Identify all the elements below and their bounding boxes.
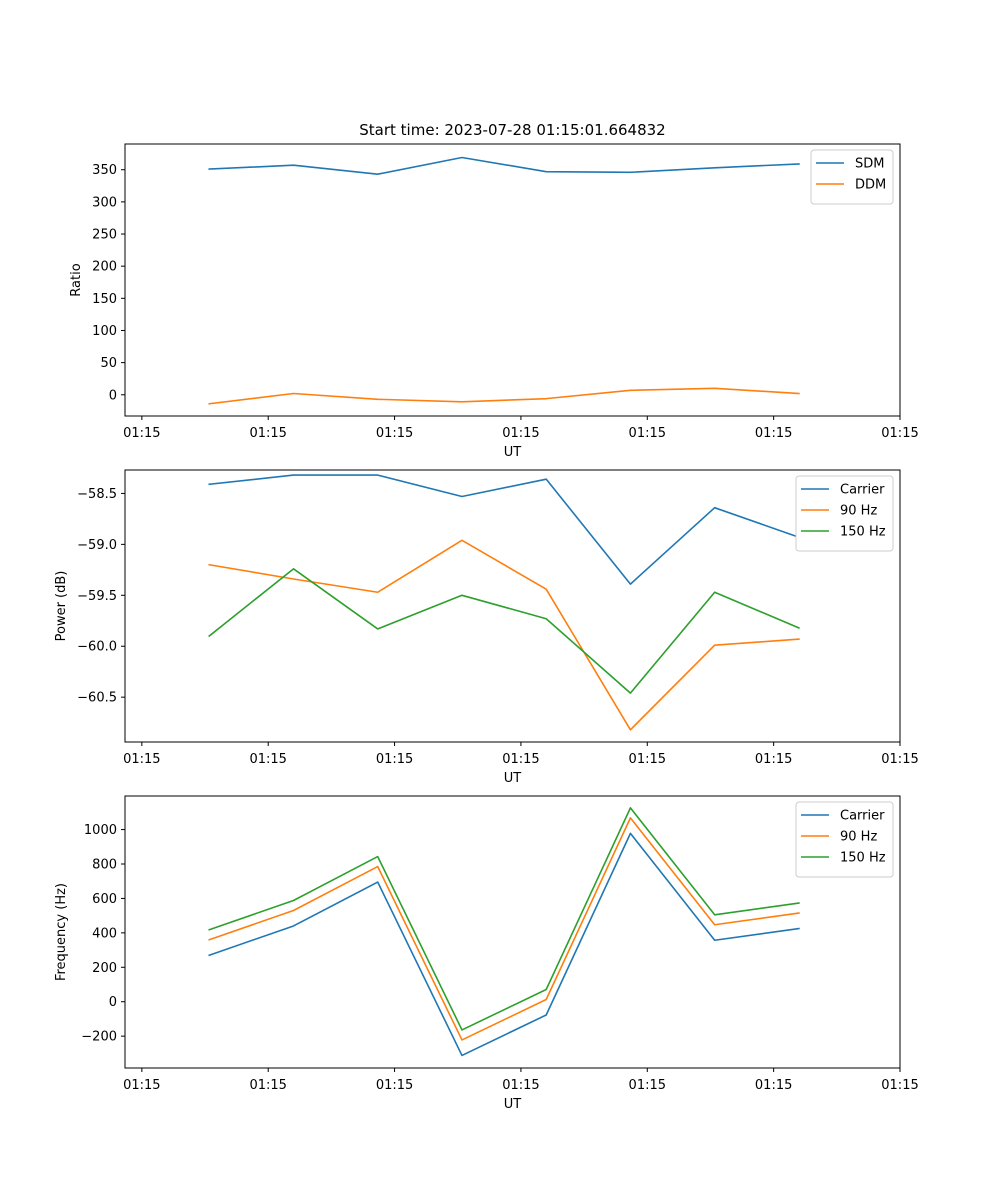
- chart-panel-1: 01:15 01:15 01:15 01:15 01:15 01:15 01:15 0 50 10…: [69, 143, 919, 460]
- y-tick-label: −58.5: [77, 487, 117, 502]
- y-tick-label: 600: [92, 892, 117, 907]
- axes-frame: [124, 469, 901, 743]
- series-line-90-hz: [208, 539, 800, 731]
- x-tick-label: 01:15: [629, 1078, 666, 1093]
- y-tick-label: 350: [92, 163, 117, 178]
- legend-label: 150 Hz: [840, 851, 886, 866]
- y-tick-label: 50: [100, 356, 117, 371]
- y-tick-label: 250: [92, 228, 117, 243]
- y-tick-label: 100: [92, 324, 117, 339]
- y-axis-label: Frequency (Hz): [54, 883, 69, 981]
- y-axis-label: Power (dB): [54, 571, 69, 642]
- series-line-90-hz: [208, 817, 800, 1041]
- axes-frame: [124, 795, 901, 1069]
- y-tick-label: 800: [92, 858, 117, 873]
- x-tick-label: 01:15: [249, 752, 286, 767]
- x-tick-label: 01:15: [123, 1078, 160, 1093]
- series-line-carrier: [208, 474, 800, 585]
- x-tick-label: 01:15: [502, 1078, 539, 1093]
- x-tick-label: 01:15: [502, 426, 539, 441]
- y-tick-label: 400: [92, 926, 117, 941]
- y-tick-label: 0: [109, 995, 117, 1010]
- x-tick-label: 01:15: [123, 752, 160, 767]
- x-tick-label: 01:15: [755, 426, 792, 441]
- axes-frame: [124, 143, 901, 417]
- legend-label: 90 Hz: [840, 504, 877, 519]
- series-line-150-hz: [208, 568, 800, 694]
- x-tick-label: 01:15: [755, 1078, 792, 1093]
- series-line-ddm: [208, 387, 800, 405]
- x-tick-label: 01:15: [881, 1078, 918, 1093]
- x-tick-label: 01:15: [881, 752, 918, 767]
- y-tick-label: −59.0: [77, 538, 117, 553]
- legend: [795, 475, 894, 552]
- y-tick-label: 0: [109, 388, 117, 403]
- y-tick-label: 300: [92, 195, 117, 210]
- x-axis-label: UT: [504, 1097, 522, 1112]
- y-tick-label: −60.5: [77, 691, 117, 706]
- y-tick-label: 200: [92, 260, 117, 275]
- chart-panel-2: 01:15 01:15 01:15 01:15 01:15 01:15 01:15 −60.5…: [54, 469, 919, 786]
- x-tick-label: 01:15: [123, 426, 160, 441]
- legend: [795, 801, 894, 878]
- x-tick-label: 01:15: [629, 426, 666, 441]
- x-tick-label: 01:15: [376, 1078, 413, 1093]
- y-tick-label: −200: [81, 1030, 117, 1045]
- legend-label: 150 Hz: [840, 525, 886, 540]
- chart-title: Start time: 2023-07-28 01:15:01.664832: [359, 121, 665, 139]
- y-tick-label: 1000: [84, 823, 117, 838]
- x-axis-label: UT: [504, 771, 522, 786]
- panels: 01:15 01:15 01:15 01:15 01:15 01:15 01:15 0 50 10…: [54, 143, 919, 1112]
- y-tick-label: −59.5: [77, 589, 117, 604]
- y-tick-label: 150: [92, 292, 117, 307]
- x-tick-label: 01:15: [376, 426, 413, 441]
- x-tick-label: 01:15: [249, 426, 286, 441]
- x-tick-label: 01:15: [502, 752, 539, 767]
- x-tick-label: 01:15: [629, 752, 666, 767]
- legend-label: 90 Hz: [840, 830, 877, 845]
- x-tick-label: 01:15: [755, 752, 792, 767]
- legend-label: SDM: [855, 157, 884, 172]
- chart-panel-3: 01:15 01:15 01:15 01:15 01:15 01:15 01:15 −200 0…: [54, 795, 919, 1112]
- legend-label: Carrier: [840, 483, 885, 498]
- legend-label: DDM: [855, 178, 886, 193]
- y-axis-label: Ratio: [69, 263, 84, 296]
- x-axis-label: UT: [504, 445, 522, 460]
- legend-label: Carrier: [840, 809, 885, 824]
- series-line-150-hz: [208, 807, 800, 1031]
- x-tick-label: 01:15: [249, 1078, 286, 1093]
- series-line-carrier: [208, 832, 800, 1057]
- x-tick-label: 01:15: [376, 752, 413, 767]
- x-tick-label: 01:15: [881, 426, 918, 441]
- y-tick-label: −60.0: [77, 640, 117, 655]
- series-line-sdm: [208, 156, 800, 176]
- y-tick-label: 200: [92, 961, 117, 976]
